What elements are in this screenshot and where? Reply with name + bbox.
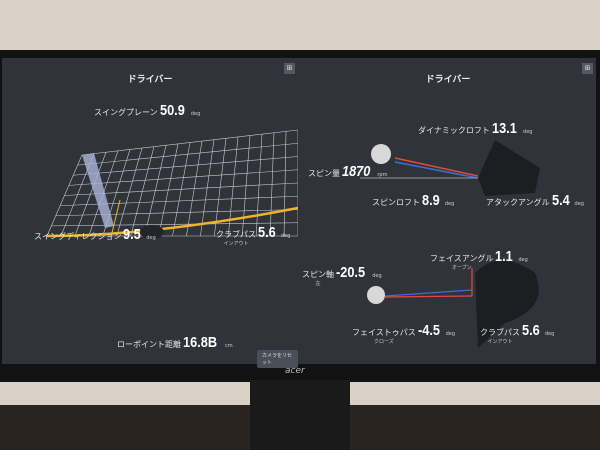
label: クラブパス — [480, 328, 520, 337]
screen: ドライバー ⊞ スイングプレーン 50.9 deg スイングディレクション 9.… — [2, 58, 596, 368]
unit: deg — [146, 235, 156, 241]
unit: deg — [445, 331, 456, 337]
label-group: フェイストゥパス クローズ — [352, 327, 416, 345]
label: スピンロフト — [372, 198, 420, 207]
grid-icon[interactable]: ⊞ — [284, 63, 295, 74]
unit: cm — [225, 343, 233, 349]
value: 1870 — [342, 163, 371, 180]
unit: deg — [544, 331, 555, 337]
value: -4.5 — [417, 322, 440, 339]
camera-reset-button[interactable]: カメラをリセット — [257, 350, 298, 368]
label: クラブパス — [216, 230, 256, 239]
swing-plane-grid — [46, 129, 298, 239]
spin-rate: スピン量 1870 rpm — [308, 163, 387, 180]
label-group: フェイスアングル オープン — [430, 253, 493, 271]
label-group: スピン軸左 — [302, 269, 334, 287]
label: スイングディレクション — [34, 232, 122, 241]
label: フェイストゥパス — [352, 328, 416, 337]
label: ローポイント距離 — [117, 340, 181, 349]
unit: deg — [518, 257, 528, 263]
label-group: クラブパスインアウト — [480, 327, 520, 345]
label: スピン軸 — [302, 270, 334, 279]
grid-icon[interactable]: ⊞ — [582, 63, 593, 74]
brand-logo: acer — [285, 366, 305, 376]
face-to-path: フェイストゥパス クローズ -4.5 deg — [352, 322, 455, 345]
label: スイングプレーン — [94, 108, 158, 117]
dynamic-loft: ダイナミックロフト 13.1 deg — [418, 120, 532, 137]
label-group: クラブパスインアウト — [216, 229, 256, 247]
value: 50.9 — [159, 102, 185, 119]
unit: deg — [372, 273, 382, 279]
sublabel: 左 — [315, 281, 321, 287]
spin-loft: スピンロフト 8.9 deg — [372, 192, 454, 209]
panel-title: ドライバー — [425, 75, 471, 85]
label: スピン量 — [308, 169, 340, 178]
unit: deg — [574, 201, 584, 207]
value: 8.9 — [422, 192, 440, 209]
unit: deg — [444, 201, 455, 207]
unit: rpm — [377, 172, 388, 178]
panel-title: ドライバー — [127, 75, 173, 85]
club-path: クラブパスインアウト 5.6 deg — [216, 224, 290, 247]
value: 13.1 — [491, 120, 517, 137]
spin-axis: スピン軸左 -20.5 deg — [302, 264, 382, 287]
unit: deg — [190, 111, 201, 117]
unit: deg — [280, 233, 291, 239]
value: 5.6 — [522, 322, 540, 339]
unit: deg — [523, 129, 533, 135]
value: 16.8B — [183, 334, 218, 351]
label: ダイナミックロフト — [418, 126, 490, 135]
value: 1.1 — [495, 248, 514, 265]
value: 5.6 — [258, 224, 276, 241]
face-angle: フェイスアングル オープン 1.1 deg — [430, 248, 528, 271]
impact-diagram — [360, 140, 540, 348]
sublabel: クローズ — [374, 339, 394, 345]
label: アタックアングル — [486, 198, 550, 207]
right-panel: ドライバー ⊞ ダイナミックロフト 13.1 deg スピン量 1870 rpm… — [300, 58, 596, 364]
value: -20.5 — [336, 264, 366, 281]
sublabel: オープン — [451, 265, 472, 271]
label: フェイスアングル — [430, 254, 494, 263]
swing-plane: スイングプレーン 50.9 deg — [94, 102, 200, 119]
attack-angle: アタックアングル 5.4 deg — [486, 192, 584, 209]
sublabel: インアウト — [487, 339, 513, 345]
sublabel: インアウト — [223, 241, 249, 247]
swing-direction: スイングディレクション 9.5 deg — [34, 226, 156, 243]
monitor-stand — [250, 380, 350, 450]
value: 5.4 — [551, 192, 570, 209]
value: 9.5 — [123, 226, 142, 243]
left-panel: ドライバー ⊞ スイングプレーン 50.9 deg スイングディレクション 9.… — [2, 58, 298, 368]
low-point-distance: ローポイント距離 16.8B cm — [117, 334, 233, 351]
club-path: クラブパスインアウト 5.6 deg — [480, 322, 554, 345]
